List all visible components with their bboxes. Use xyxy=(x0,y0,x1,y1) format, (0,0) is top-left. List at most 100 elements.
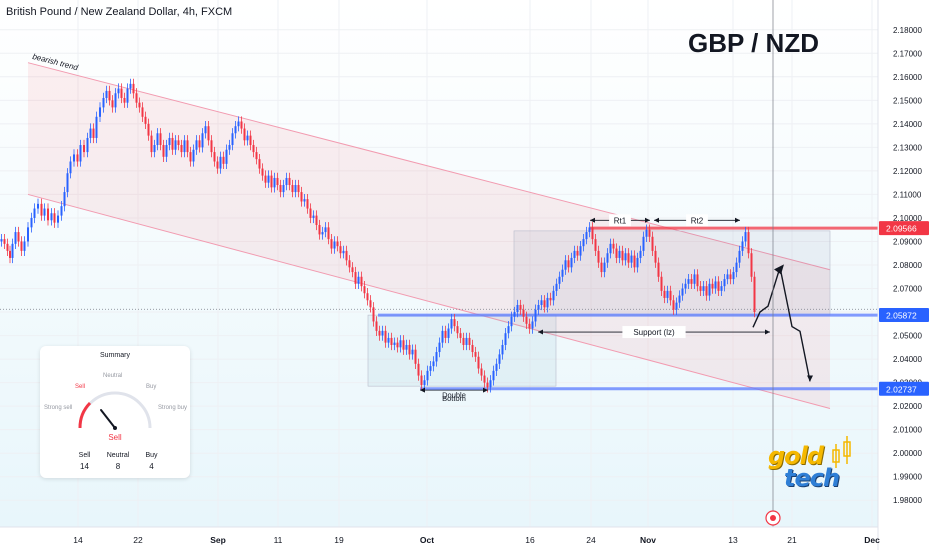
candle xyxy=(558,276,561,284)
candle xyxy=(573,250,576,258)
candle xyxy=(423,380,426,385)
channel-lower-line xyxy=(27,193,831,409)
candle xyxy=(627,253,630,263)
candle xyxy=(489,380,492,388)
symbol-info: British Pound / New Zealand Dollar, 4h, … xyxy=(6,6,233,18)
candle xyxy=(138,102,141,108)
candle xyxy=(696,274,699,287)
candle xyxy=(213,152,216,162)
candle xyxy=(726,274,729,280)
candle xyxy=(444,330,447,338)
annotation-label: Bottom xyxy=(442,394,466,403)
candle xyxy=(750,253,753,277)
candle xyxy=(123,97,126,103)
candle xyxy=(258,159,261,169)
candle xyxy=(0,239,3,242)
candle xyxy=(297,185,300,193)
candle xyxy=(273,177,276,188)
candle xyxy=(390,337,393,345)
candle xyxy=(60,206,63,216)
candle xyxy=(17,232,20,242)
candle xyxy=(249,135,252,146)
candle xyxy=(141,107,144,117)
candle xyxy=(741,241,744,251)
candle xyxy=(114,93,117,108)
projection-arrow-down xyxy=(807,375,813,382)
y-tick-label: 2.02000 xyxy=(893,402,922,411)
candle xyxy=(276,177,279,186)
candle xyxy=(588,227,591,233)
candle xyxy=(234,126,237,134)
logo-word-gold: gold xyxy=(768,442,824,470)
candle xyxy=(243,128,246,141)
candle xyxy=(567,260,570,268)
annotation-label-bg xyxy=(609,214,631,227)
candle xyxy=(171,137,174,150)
candle xyxy=(378,330,381,336)
candle xyxy=(357,276,360,284)
candle xyxy=(636,257,639,268)
candle xyxy=(177,140,180,146)
candle xyxy=(486,382,489,388)
candle xyxy=(408,344,411,355)
candle xyxy=(318,225,321,235)
candle xyxy=(33,208,36,218)
candle xyxy=(582,239,585,247)
candle xyxy=(183,140,186,153)
candle xyxy=(654,250,657,263)
price-axis[interactable] xyxy=(878,0,932,550)
candle xyxy=(162,145,165,157)
candle xyxy=(252,145,255,153)
summary-gauge xyxy=(78,391,152,430)
candle xyxy=(204,126,207,134)
y-tick-label: 2.00000 xyxy=(893,449,922,458)
annotation-label-bg xyxy=(686,214,708,227)
event-marker-dot xyxy=(770,515,776,521)
y-tick-label: 2.15000 xyxy=(893,96,922,105)
candle xyxy=(579,246,582,256)
candle xyxy=(723,279,726,287)
candle xyxy=(192,149,195,162)
time-axis[interactable] xyxy=(0,527,878,550)
y-tick-label: 2.08000 xyxy=(893,261,922,270)
candle xyxy=(399,340,402,348)
candle xyxy=(89,128,92,138)
candle xyxy=(687,279,690,284)
candle xyxy=(555,283,558,291)
candle xyxy=(585,232,588,240)
candle xyxy=(372,307,375,322)
y-tick-label: 2.11000 xyxy=(893,190,922,199)
label-strong-buy: Strong buy xyxy=(158,405,188,411)
technical-summary-widget[interactable]: Summary Strong sell Sell Neutral Buy Str… xyxy=(40,346,190,478)
candle xyxy=(309,208,312,218)
x-tick-label: Sep xyxy=(210,535,226,545)
candle xyxy=(327,227,330,240)
candle xyxy=(291,185,294,193)
candle xyxy=(57,215,59,223)
candle xyxy=(594,239,597,251)
summary-counts: Sell 14 Neutral 8 Buy 4 xyxy=(68,452,168,471)
candle xyxy=(597,250,600,263)
price-tag xyxy=(879,381,929,396)
candle xyxy=(228,145,231,150)
candle xyxy=(510,316,513,327)
candle xyxy=(342,250,345,254)
candle xyxy=(387,337,390,343)
x-tick-label: 21 xyxy=(787,535,797,545)
candle xyxy=(660,276,663,291)
candle xyxy=(432,361,435,367)
candle xyxy=(498,354,501,364)
double-bottom-arrow-left xyxy=(420,387,425,393)
candle xyxy=(633,255,636,268)
candle xyxy=(195,140,198,150)
candle xyxy=(645,229,648,237)
candle xyxy=(648,229,651,237)
candle xyxy=(618,250,621,258)
candle xyxy=(396,342,399,348)
candle xyxy=(549,297,552,301)
candle xyxy=(63,192,66,207)
summary-title: Summary xyxy=(100,352,130,359)
y-tick-label: 2.01000 xyxy=(893,426,922,435)
candle xyxy=(669,290,672,301)
